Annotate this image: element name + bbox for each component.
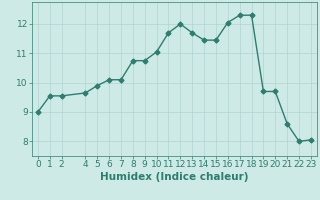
X-axis label: Humidex (Indice chaleur): Humidex (Indice chaleur) [100, 172, 249, 182]
